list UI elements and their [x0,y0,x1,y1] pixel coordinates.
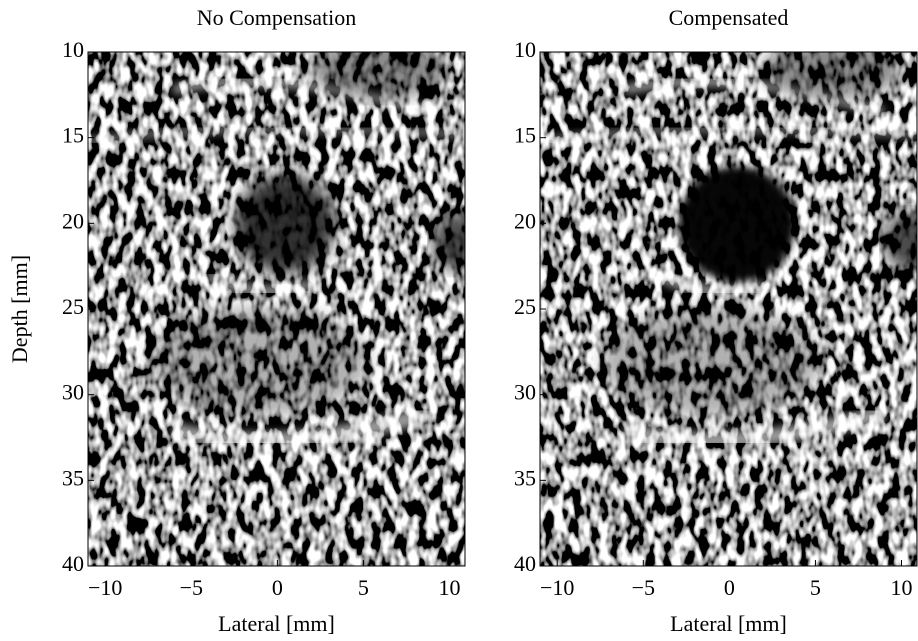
x-tick-label: 0 [272,575,283,600]
y-tick-label: 30 [62,380,84,405]
x-tick-label: −5 [632,575,655,600]
shadow [309,52,450,100]
y-tick-label: 20 [514,208,536,233]
x-tick-label: 5 [810,575,821,600]
x-axis-label: Lateral [mm] [670,611,787,636]
x-axis-label: Lateral [mm] [218,611,335,636]
y-tick-label: 30 [514,380,536,405]
cyst [679,166,796,282]
ultrasound-image [540,52,917,566]
y-tick-label: 40 [62,551,84,576]
y-tick-label: 10 [514,37,536,62]
y-tick-label: 10 [62,37,84,62]
x-tick-label: 10 [891,575,913,600]
ultrasound-image [88,52,465,566]
x-tick-label: −5 [180,575,203,600]
tissue-band [171,405,434,449]
x-tick-label: 10 [439,575,461,600]
shadow [601,306,822,417]
panel-title: No Compensation [197,5,357,30]
tissue-band [205,270,313,298]
shadow [149,306,370,417]
y-tick-label: 35 [514,465,536,490]
y-tick-label: 15 [514,123,536,148]
shadow [761,52,902,100]
cyst [235,174,336,274]
y-tick-label: 15 [62,123,84,148]
x-tick-label: −10 [88,575,122,600]
y-tick-label: 35 [62,465,84,490]
tissue-band [172,76,433,117]
x-tick-label: −10 [540,575,574,600]
y-tick-label: 20 [62,208,84,233]
x-tick-label: 5 [358,575,369,600]
panel-title: Compensated [669,5,789,30]
tissue-band [624,76,885,117]
x-tick-label: 0 [724,575,735,600]
tissue-band [657,270,765,298]
y-tick-label: 25 [514,294,536,319]
vessel [884,211,917,272]
y-axis-label: Depth [mm] [7,255,32,363]
y-tick-label: 25 [62,294,84,319]
vessel [432,211,465,272]
tissue-band [623,405,886,449]
tissue-band [540,125,917,146]
y-tick-label: 40 [514,551,536,576]
tissue-band [88,125,465,146]
